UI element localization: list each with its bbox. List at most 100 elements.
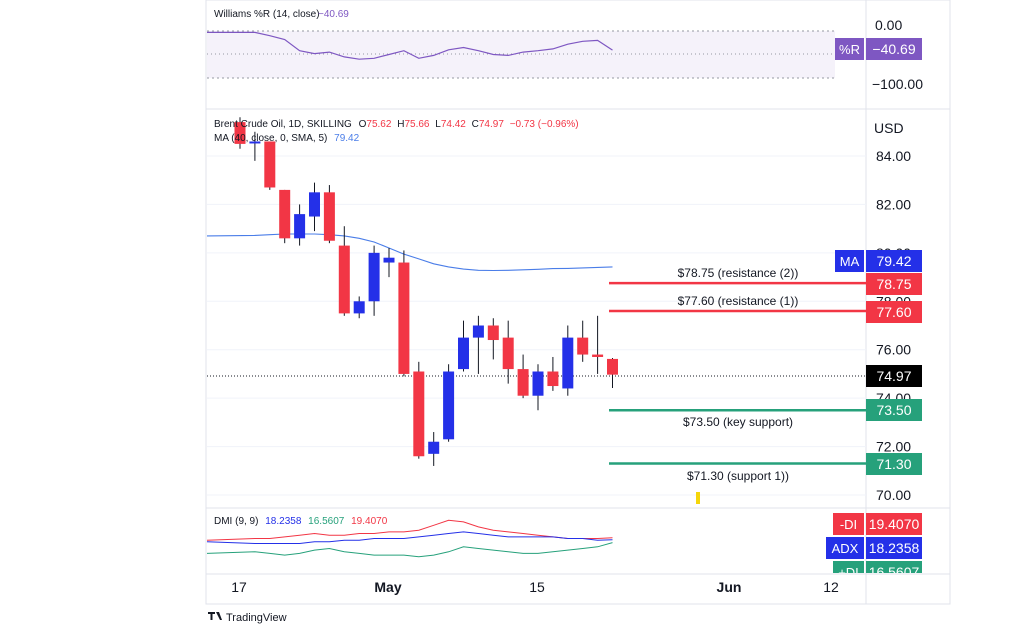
candle-body [547,371,559,387]
williams-tag-label: %R [839,42,860,57]
candle-body [234,122,246,144]
candle-body [607,358,618,375]
candle [517,354,529,399]
candle [368,245,380,316]
symbol-line: Brent Crude Oil, 1D, SKILLING O75.62 H75… [214,119,579,130]
sup1-annotation: $71.30 (support 1)) [687,469,789,483]
candle-body [338,245,350,314]
minus-di-tag-value: 19.4070 [869,516,920,532]
x-label-may: May [374,579,401,595]
candles [234,117,618,466]
candle [547,356,559,391]
l-label: L [435,119,441,130]
o-label: O [359,119,367,130]
ma-tag-label: MA [840,254,860,269]
yellow-marker [696,492,700,504]
williams-r-line [207,31,613,60]
candle [592,315,604,374]
candle [294,204,306,246]
price-tick-label: 82.00 [876,196,911,212]
candle [353,296,365,319]
ma-legend-label: MA (40, close, 0, SMA, 5) [214,133,327,144]
candle-body [413,371,425,457]
candle-body [577,337,589,355]
last-price-tag-box [866,365,922,387]
dmi-plus-value: 16.5607 [308,516,345,527]
candle-body [249,141,261,144]
tradingview-logo-icon [208,612,222,620]
tradingview-logo[interactable]: TradingView [208,612,287,624]
candle [279,189,291,244]
williams-title: Williams %R (14, close) [214,9,320,20]
candle [487,318,499,360]
res2-tag-box [866,273,922,295]
x-label-jun: Jun [717,579,742,595]
candle [413,361,425,459]
res1-annotation: $77.60 (resistance (1)) [678,294,799,308]
candle-body [309,192,320,217]
candle-body [428,441,440,454]
candle-body [353,301,365,314]
candle [323,185,335,244]
currency-label: USD [874,120,904,136]
adx-tag-label: ADX [832,541,859,556]
candle-body [487,325,499,341]
adx-tag-value: 18.2358 [869,540,920,556]
candle-body [368,252,380,302]
tradingview-logo-text: TradingView [226,612,287,624]
x-label-12: 12 [823,579,839,595]
plus-di-tag-label-box [833,561,864,573]
candle [502,320,514,384]
candle [383,248,395,278]
l-value: 74.42 [441,119,466,130]
sup-key-tag-box [866,399,922,421]
dmi-title: DMI (9, 9) [214,516,258,527]
candle-body [592,354,604,357]
adx-tag-box [866,537,922,559]
last-price-tag-value: 74.97 [876,368,911,384]
res2-annotation: $78.75 (resistance (2)) [678,266,799,280]
candle [309,182,320,232]
res2-tag-value: 78.75 [876,276,911,292]
candle-body [264,141,276,188]
candle-body [502,337,514,370]
price-tick-label: 72.00 [876,439,911,455]
candle [234,117,246,149]
dmi-adx-value: 18.2358 [265,516,302,527]
adx-line [206,531,613,544]
price-panel: 84.0082.0080.0078.0076.0074.0072.0070.00… [206,117,922,504]
dmi-panel: DMI (9, 9) 18.2358 16.5607 19.4070 -DI 1… [206,513,922,573]
ma-tag-box [866,250,922,272]
c-label: C [472,119,479,130]
candle-body [472,325,484,338]
williams-scale-bottom: −100.00 [872,76,923,92]
williams-value: −40.69 [318,9,349,20]
chart-frame [205,0,951,605]
o-value: 75.62 [366,119,391,130]
minus-di-tag-box [866,513,922,535]
sup-key-tag-value: 73.50 [876,402,911,418]
price-tick-label: 84.00 [876,148,911,164]
candle-body [279,189,291,239]
candle-body [294,214,306,239]
candle [577,320,589,362]
candle-body [383,257,395,263]
sup-key-annotation: $73.50 (key support) [683,415,793,429]
candle [398,250,410,377]
ma-legend: MA (40, close, 0, SMA, 5) 79.42 [214,133,360,144]
adx-tag-label-box [826,537,864,559]
sup1-tag-value: 71.30 [876,456,911,472]
h-value: 75.66 [404,119,429,130]
ma-tag-label-box [835,250,864,272]
time-axis: 17 May 15 Jun 12 [231,579,839,595]
williams-scale-top: 0.00 [875,17,902,33]
williams-tag-value-box [866,38,922,60]
level-lines [609,281,866,465]
x-label-17: 17 [231,579,247,595]
candle [443,364,455,442]
candle [338,226,350,316]
candle [562,325,574,396]
dmi-legend: DMI (9, 9) 18.2358 16.5607 19.4070 [214,516,388,527]
williams-band [207,31,835,78]
x-label-15: 15 [529,579,545,595]
